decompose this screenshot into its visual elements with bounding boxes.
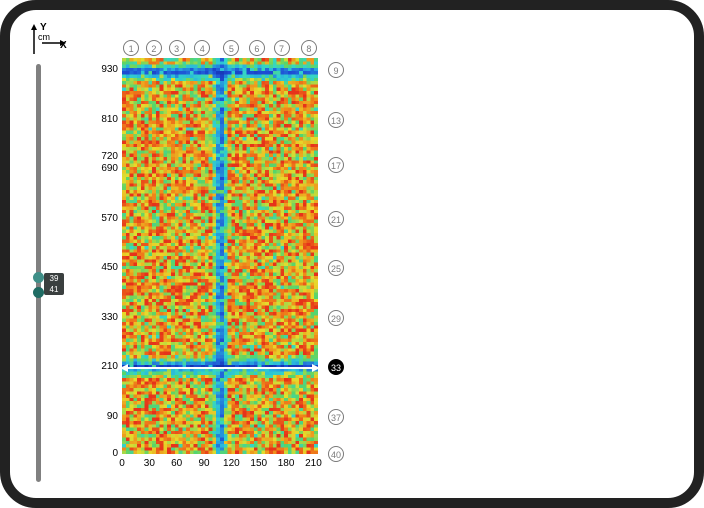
y-tick-label: 930 bbox=[90, 64, 118, 75]
y-tick-label: 210 bbox=[90, 361, 118, 372]
x-tick-label: 180 bbox=[274, 458, 298, 469]
x-tick-label: 120 bbox=[219, 458, 243, 469]
side-marker[interactable]: 21 bbox=[328, 211, 344, 227]
depth-slider-handle-upper[interactable] bbox=[33, 272, 44, 283]
measurement-arrow[interactable] bbox=[122, 367, 318, 369]
screen-area: Y cm X 39 41 090210330450570690720810930… bbox=[18, 18, 686, 490]
side-marker[interactable]: 40 bbox=[328, 446, 344, 462]
side-marker[interactable]: 37 bbox=[328, 409, 344, 425]
x-tick-label: 0 bbox=[110, 458, 134, 469]
x-tick-label: 210 bbox=[301, 458, 325, 469]
depth-slider-value-badge: 39 41 bbox=[44, 273, 64, 295]
depth-slider-handle-lower[interactable] bbox=[33, 287, 44, 298]
y-tick-label: 330 bbox=[90, 312, 118, 323]
side-marker[interactable]: 13 bbox=[328, 112, 344, 128]
side-marker[interactable]: 29 bbox=[328, 310, 344, 326]
top-marker[interactable]: 8 bbox=[301, 40, 317, 56]
y-tick-label: 450 bbox=[90, 262, 118, 273]
top-marker[interactable]: 2 bbox=[146, 40, 162, 56]
side-marker[interactable]: 9 bbox=[328, 62, 344, 78]
side-marker[interactable]: 17 bbox=[328, 157, 344, 173]
y-tick-label: 810 bbox=[90, 114, 118, 125]
side-marker-selected[interactable]: 33 bbox=[328, 359, 344, 375]
top-marker[interactable]: 5 bbox=[223, 40, 239, 56]
scan-heatmap[interactable] bbox=[122, 58, 318, 454]
top-marker[interactable]: 3 bbox=[169, 40, 185, 56]
x-axis-arrow-icon bbox=[42, 40, 66, 46]
x-tick-label: 150 bbox=[247, 458, 271, 469]
x-tick-label: 30 bbox=[137, 458, 161, 469]
depth-slider-track[interactable]: 39 41 bbox=[36, 64, 41, 482]
side-marker[interactable]: 25 bbox=[328, 260, 344, 276]
top-marker[interactable]: 1 bbox=[123, 40, 139, 56]
x-tick-label: 90 bbox=[192, 458, 216, 469]
top-marker[interactable]: 6 bbox=[249, 40, 265, 56]
x-tick-label: 60 bbox=[165, 458, 189, 469]
depth-slider-value-top: 39 bbox=[45, 273, 63, 284]
y-tick-label: 720 bbox=[90, 151, 118, 162]
tablet-frame: Y cm X 39 41 090210330450570690720810930… bbox=[0, 0, 704, 508]
top-marker[interactable]: 7 bbox=[274, 40, 290, 56]
y-tick-label: 570 bbox=[90, 213, 118, 224]
y-tick-label: 90 bbox=[90, 411, 118, 422]
y-tick-label: 690 bbox=[90, 163, 118, 174]
depth-slider-value-bottom: 41 bbox=[45, 284, 63, 295]
top-marker[interactable]: 4 bbox=[194, 40, 210, 56]
y-axis-arrow-icon bbox=[31, 24, 37, 54]
axis-indicator: Y cm X bbox=[30, 26, 70, 62]
